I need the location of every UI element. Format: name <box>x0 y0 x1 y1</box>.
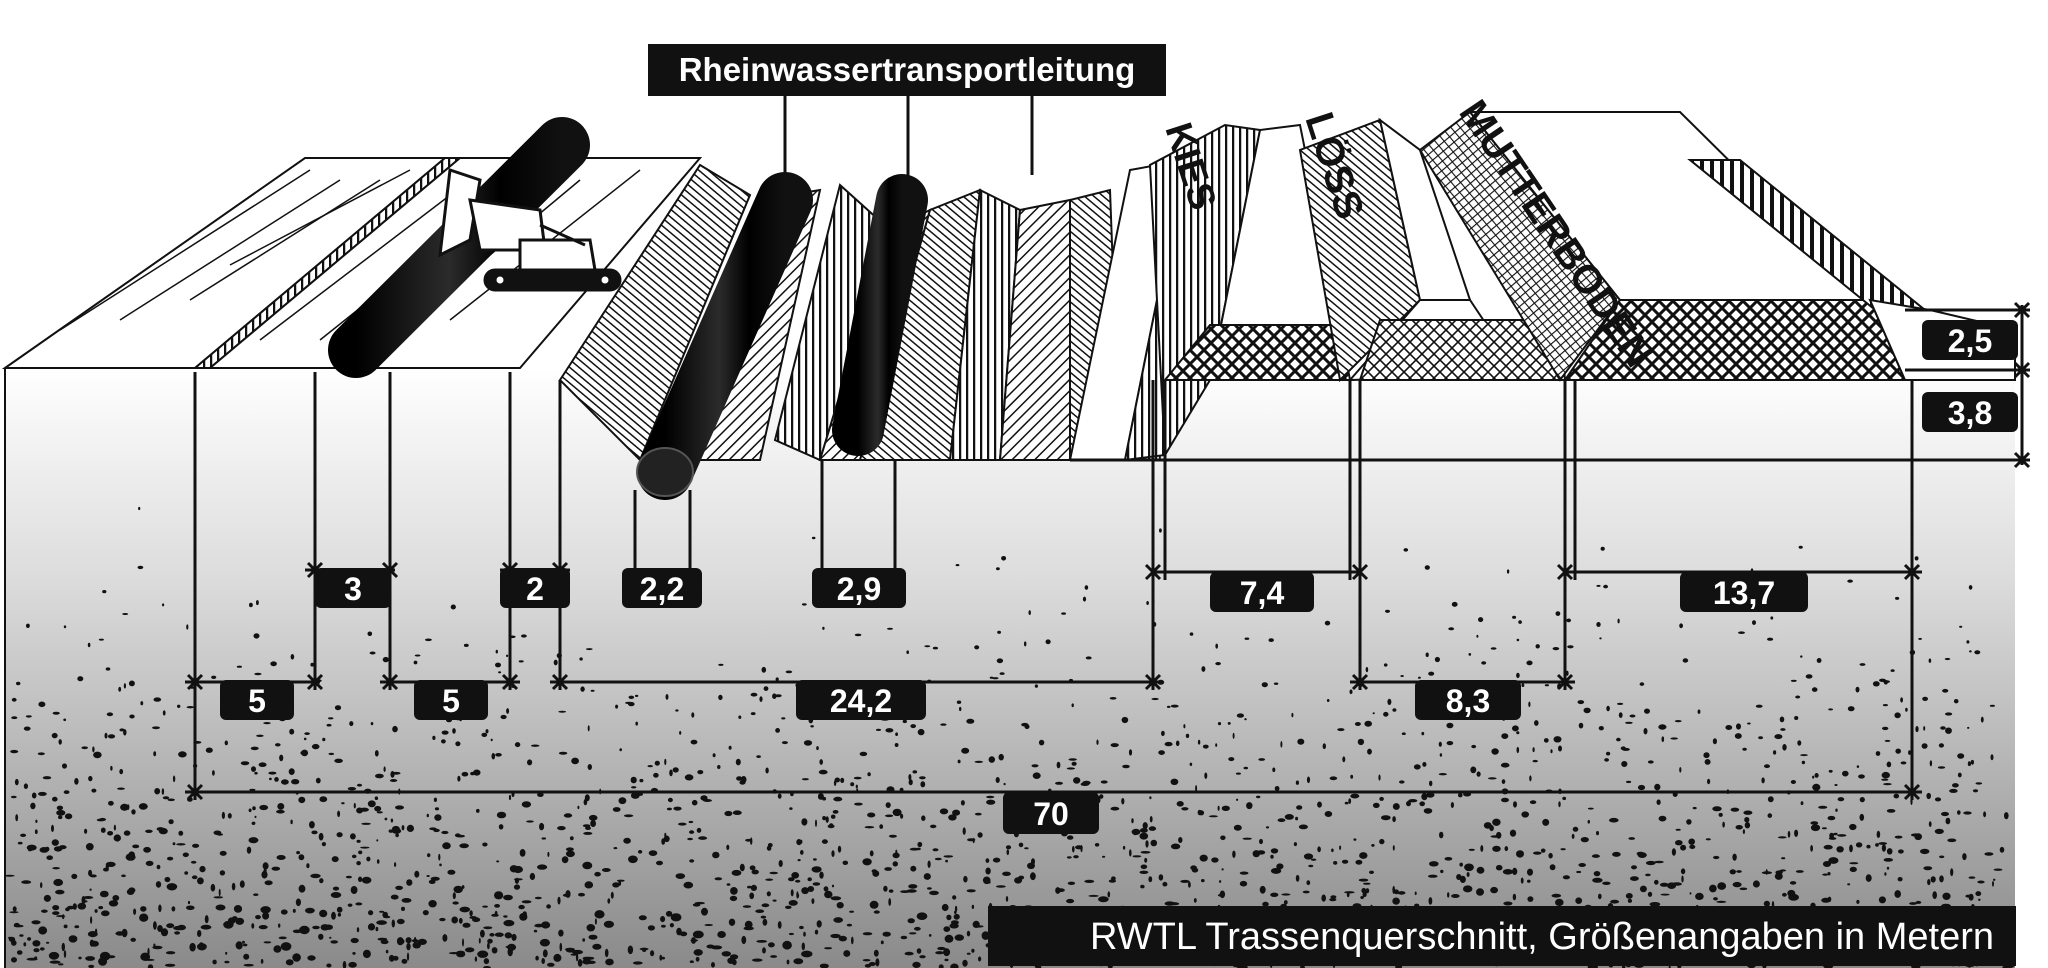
dim-2-box <box>500 568 570 608</box>
dim-8-3-box <box>1415 680 1521 720</box>
soil-texture <box>4 506 2015 968</box>
title-box <box>648 44 1166 96</box>
dim-5b-box <box>414 680 488 720</box>
dim-2-5-box <box>1922 320 2018 360</box>
caption: RWTL Trassenquerschnitt, Größenangaben i… <box>988 906 2016 966</box>
caption-box <box>988 906 2016 966</box>
dim-24-2: 24,2 <box>830 683 892 719</box>
dim-13-7: 13,7 <box>1713 575 1775 611</box>
title: Rheinwassertransportleitung <box>679 51 1136 88</box>
dim-7-4-box <box>1210 572 1314 612</box>
excavator-icon <box>438 167 622 292</box>
pipe-top <box>328 117 590 378</box>
dim-24-2-box <box>796 680 926 720</box>
dim-2-9-box <box>812 568 906 608</box>
dim-8-3: 8,3 <box>1446 683 1490 719</box>
dimension-labels: 3 2 2,2 2,9 7,4 13,7 5 5 24,2 8,3 70 2,5… <box>220 320 2018 834</box>
dim-5a: 5 <box>248 683 266 719</box>
dim-2-2-box <box>622 568 702 608</box>
caption-text: RWTL Trassenquerschnitt, Größenangaben i… <box>1090 916 1994 958</box>
title-callout: Rheinwassertransportleitung <box>648 44 1166 175</box>
pipe-1 <box>636 172 813 500</box>
dim-3-8-box <box>1922 392 2018 432</box>
dim-2: 2 <box>526 571 544 607</box>
dim-2-9: 2,9 <box>837 571 881 607</box>
dim-70: 70 <box>1033 796 1069 832</box>
pipe-2 <box>832 174 928 456</box>
dim-7-4: 7,4 <box>1240 575 1285 611</box>
dim-3: 3 <box>344 571 362 607</box>
dim-3-8: 3,8 <box>1948 395 1992 431</box>
dim-2-5: 2,5 <box>1948 323 1992 359</box>
dim-70-box <box>1003 792 1099 834</box>
dim-5b: 5 <box>442 683 460 719</box>
dim-3-box <box>315 568 391 608</box>
ground-block <box>5 368 2015 968</box>
dim-2-2: 2,2 <box>640 571 684 607</box>
dim-13-7-box <box>1680 572 1808 612</box>
dim-5a-box <box>220 680 294 720</box>
